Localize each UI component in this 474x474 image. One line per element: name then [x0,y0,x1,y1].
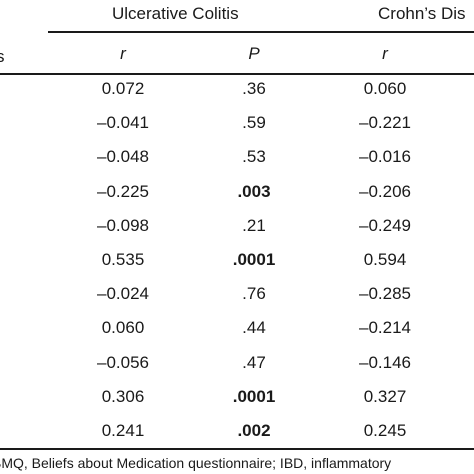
cell-value: 0.060 [101,318,145,337]
cell-value: –0.285 [359,284,411,303]
cell-value: 0.327 [363,387,407,406]
footnote: BMQ, Beliefs about Medication questionna… [0,455,392,471]
cell-value: .36 [242,79,266,98]
column-header-r-cd: r [382,44,388,63]
group-title-crohns-disease: Crohn’s Dis [378,4,466,23]
cell-value: –0.214 [359,318,411,337]
cell-value: –0.221 [359,113,411,132]
cell-value: 0.241 [101,421,145,440]
cell-value: –0.048 [97,147,149,166]
cell-value: .59 [242,113,266,132]
group-underline [48,31,474,33]
cell-value: 0.060 [363,79,407,98]
cell-value: –0.146 [359,353,411,372]
cell-value: 0.072 [101,79,145,98]
cell-value: .44 [242,318,266,337]
cell-value: 0.245 [363,421,407,440]
cell-value: 0.535 [101,250,145,269]
cell-value: .76 [242,284,266,303]
header-rule [0,73,474,75]
bottom-rule [0,448,474,450]
cell-value: –0.098 [97,216,149,235]
cell-value: .21 [242,216,266,235]
column-header-p-uc: P [248,44,260,63]
cell-value: .53 [242,147,266,166]
cell-value: –0.016 [359,147,411,166]
cell-value: 0.306 [101,387,145,406]
cell-value: –0.206 [359,182,411,201]
cell-value: –0.041 [97,113,149,132]
cell-value: .0001 [232,387,276,406]
cell-value: –0.024 [97,284,149,303]
group-title-ulcerative-colitis: Ulcerative Colitis [112,4,239,23]
cell-value: 0.594 [363,250,407,269]
cell-value: .003 [237,182,271,201]
cell-value: –0.225 [97,182,149,201]
cell-value: –0.056 [97,353,149,372]
cell-value: –0.249 [359,216,411,235]
column-header-r-uc: r [120,44,126,63]
cell-value: .0001 [232,250,276,269]
cell-value: .002 [237,421,271,440]
cell-value: .47 [242,353,266,372]
stub-header: s [0,47,5,66]
